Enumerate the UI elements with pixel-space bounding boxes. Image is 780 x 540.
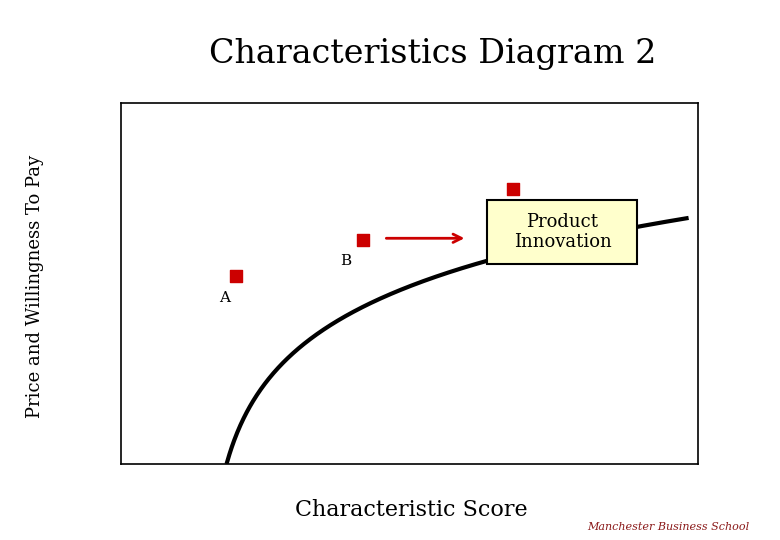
Text: Characteristic Score: Characteristic Score [295, 500, 527, 521]
Text: Product
Innovation: Product Innovation [513, 213, 612, 251]
Point [230, 272, 243, 281]
Text: C: C [525, 200, 537, 214]
Text: Price and Willingness To Pay: Price and Willingness To Pay [26, 154, 44, 418]
Text: A: A [219, 291, 230, 305]
Text: Characteristics Diagram 2: Characteristics Diagram 2 [209, 38, 657, 70]
Bar [488, 200, 637, 264]
Text: Manchester Business School: Manchester Business School [587, 522, 749, 532]
Text: B: B [340, 254, 351, 268]
Point [357, 236, 370, 245]
Point [507, 185, 519, 194]
